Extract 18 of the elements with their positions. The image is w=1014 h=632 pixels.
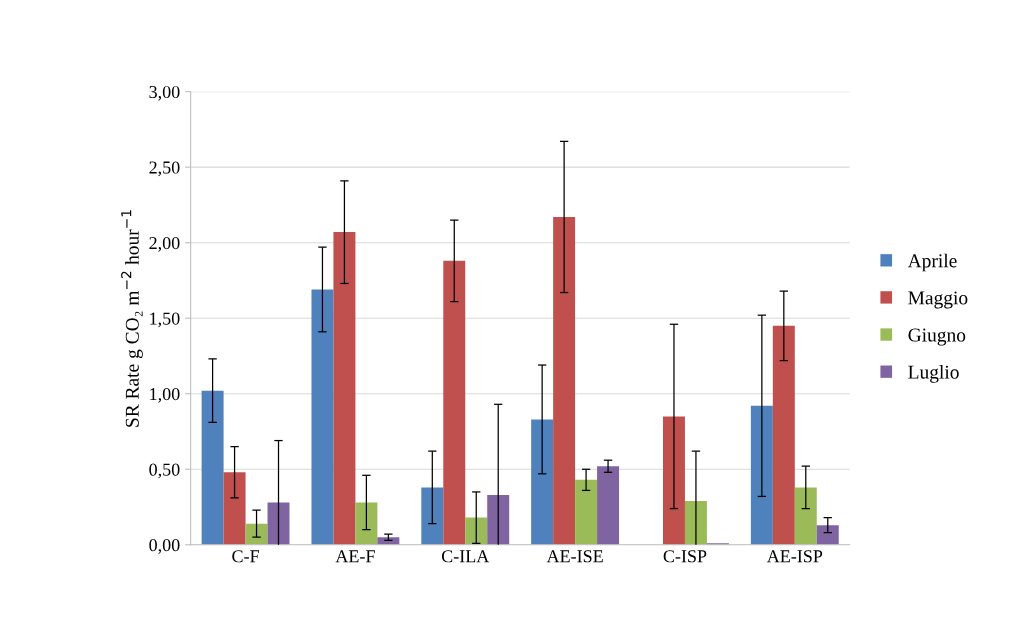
y-tick-label: 1,50	[150, 312, 180, 328]
y-tick-label: 2,00	[149, 236, 180, 252]
y-tick-label: 2,50	[149, 161, 180, 177]
legend-label: Aprile	[907, 253, 957, 272]
x-tick-label: C-ILA	[441, 550, 490, 563]
y-tick-label: 3,00	[149, 85, 180, 101]
legend-label: Giugno	[908, 328, 966, 346]
y-tick-label: 1,00	[150, 387, 180, 403]
y-axis-title: SR Rate g CO₂ m$^{−2}$ hour$^{−1}$	[121, 210, 143, 427]
legend-label: Maggio	[908, 291, 968, 309]
legend-label: Luglio	[908, 365, 959, 383]
x-tick-label: C-F	[232, 550, 259, 563]
y-tick-label: 0,50	[149, 463, 180, 479]
x-tick-label: AE-ISE	[546, 550, 603, 563]
x-tick-label: C-ISP	[663, 550, 707, 563]
x-tick-label: AE-F	[335, 550, 375, 563]
x-tick-label: AE-ISP	[766, 550, 823, 563]
y-tick-label: 0,00	[149, 539, 180, 554]
